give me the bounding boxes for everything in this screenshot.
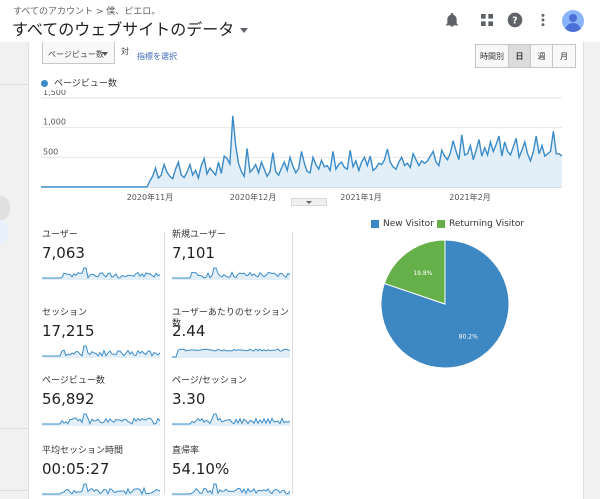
legend-swatch bbox=[437, 219, 445, 228]
column-divider bbox=[164, 232, 165, 494]
overview-card: ページビュー数 対 指標を選択 時間別 日 週 月 ページビュー数 500 1,0… bbox=[28, 42, 584, 499]
metric-tile[interactable]: セッション 17,215 bbox=[42, 308, 160, 370]
metric-tile[interactable]: ユーザーあたりのセッション数 2.44 bbox=[172, 308, 290, 370]
avatar-head bbox=[569, 14, 577, 22]
chart-legend: ページビュー数 bbox=[41, 76, 117, 89]
metric-value: 3.30 bbox=[172, 390, 206, 408]
y-tick-label: 1,500 bbox=[43, 90, 66, 97]
metric-label: 直帰率 bbox=[172, 446, 200, 456]
chevron-down-icon bbox=[306, 201, 312, 204]
legend-swatch bbox=[371, 219, 379, 228]
pie-legend-label: New Visitor bbox=[383, 219, 434, 229]
metric-sparkline bbox=[172, 348, 290, 358]
metric-value: 7,063 bbox=[42, 244, 85, 262]
metric-label: ページビュー数 bbox=[42, 376, 105, 386]
metric-select[interactable]: ページビュー数 bbox=[42, 42, 115, 64]
series-line bbox=[41, 115, 563, 188]
metric-sparkline bbox=[172, 483, 290, 496]
visitor-type-pie-chart[interactable]: 80.2% 19.8% bbox=[379, 238, 511, 370]
range-week-button[interactable]: 週 bbox=[531, 45, 553, 67]
sidebar-divider bbox=[0, 490, 28, 491]
property-selector[interactable]: すべてのウェブサイトのデータ bbox=[12, 16, 249, 40]
y-tick-label: 500 bbox=[43, 147, 58, 156]
metric-sparkline bbox=[42, 413, 160, 426]
metric-tile[interactable]: 直帰率 54.10% bbox=[172, 446, 290, 499]
sidebar-item-fragment[interactable] bbox=[0, 196, 10, 220]
pie-slice[interactable] bbox=[380, 239, 510, 369]
metric-sparkline bbox=[172, 267, 290, 280]
y-tick-label: 1,000 bbox=[43, 118, 66, 127]
pie-legend-label: Returning Visitor bbox=[449, 219, 525, 229]
metric-sparkline bbox=[42, 345, 160, 358]
metric-value: 56,892 bbox=[42, 390, 95, 408]
metric-label: ユーザー bbox=[42, 230, 78, 240]
metric-label: 平均セッション時間 bbox=[42, 446, 124, 456]
metric-value: 7,101 bbox=[172, 244, 215, 262]
metric-value: 2.44 bbox=[172, 322, 206, 340]
pie-legend-new: New Visitor bbox=[371, 219, 434, 229]
pie-legend-returning: Returning Visitor bbox=[437, 219, 524, 229]
more-vert-icon[interactable] bbox=[535, 12, 551, 28]
x-tick-label: 2020年12月 bbox=[230, 192, 277, 202]
help-icon[interactable]: ? bbox=[507, 12, 523, 28]
sidebar-item-fragment[interactable] bbox=[0, 221, 8, 243]
metric-sparkline bbox=[42, 267, 160, 280]
x-tick-label: 2021年2月 bbox=[449, 192, 490, 202]
range-hourly-button[interactable]: 時間別 bbox=[476, 45, 509, 67]
bell-icon[interactable] bbox=[444, 12, 460, 28]
metric-tile[interactable]: ユーザー 7,063 bbox=[42, 230, 160, 292]
legend-dot bbox=[41, 80, 48, 87]
app-header: すべてのアカウント > 僕、ピエロ。 すべてのウェブサイトのデータ ? bbox=[0, 0, 600, 42]
metric-label: ページ/セッション bbox=[172, 376, 247, 386]
x-tick-label: 2021年1月 bbox=[340, 192, 381, 202]
range-day-button[interactable]: 日 bbox=[509, 45, 531, 67]
pie-slice[interactable] bbox=[383, 239, 446, 305]
metric-value: 17,215 bbox=[42, 322, 95, 340]
metric-label: 新規ユーザー bbox=[172, 230, 226, 240]
pie-slice-label: 19.8% bbox=[413, 270, 432, 277]
apps-grid-icon[interactable] bbox=[479, 12, 495, 28]
pick-metric-link[interactable]: 指標を選択 bbox=[137, 52, 177, 61]
chart-collapse-handle[interactable] bbox=[291, 198, 327, 206]
account-avatar[interactable] bbox=[562, 10, 584, 32]
time-range-toggle: 時間別 日 週 月 bbox=[475, 44, 576, 68]
metric-sparkline bbox=[42, 483, 160, 496]
sidebar-divider bbox=[0, 84, 28, 85]
avatar-body bbox=[565, 23, 581, 32]
metric-value: 54.10% bbox=[172, 460, 230, 478]
metric-label: セッション bbox=[42, 308, 88, 318]
dropdown-arrow-icon bbox=[102, 52, 108, 56]
range-month-button[interactable]: 月 bbox=[553, 45, 575, 67]
metric-value: 00:05:27 bbox=[42, 460, 110, 478]
pageviews-line-chart[interactable]: 500 1,000 1,500 2020年11月 2020年12月 2021年1月 202… bbox=[29, 90, 585, 210]
vs-label: 対 bbox=[121, 47, 129, 56]
x-tick-label: 2020年11月 bbox=[127, 192, 174, 202]
sidebar-divider bbox=[0, 428, 28, 429]
legend-series-label: ページビュー数 bbox=[54, 79, 117, 89]
metric-tile[interactable]: 新規ユーザー 7,101 bbox=[172, 230, 290, 292]
pie-slice-label: 80.2% bbox=[459, 334, 478, 341]
metric-select-value: ページビュー数 bbox=[48, 50, 104, 59]
caret-down-icon bbox=[240, 28, 249, 33]
svg-text:?: ? bbox=[512, 15, 517, 26]
page-title: すべてのウェブサイトのデータ bbox=[12, 20, 235, 39]
metric-sparkline bbox=[172, 413, 290, 426]
metric-label: ユーザーあたりのセッション数 bbox=[172, 308, 289, 329]
metric-tile[interactable]: 平均セッション時間 00:05:27 bbox=[42, 446, 160, 499]
metric-tile[interactable]: ページ/セッション 3.30 bbox=[172, 376, 290, 438]
breadcrumb[interactable]: すべてのアカウント > 僕、ピエロ。 bbox=[13, 7, 161, 17]
column-divider bbox=[292, 232, 293, 494]
metric-tile[interactable]: ページビュー数 56,892 bbox=[42, 376, 160, 438]
